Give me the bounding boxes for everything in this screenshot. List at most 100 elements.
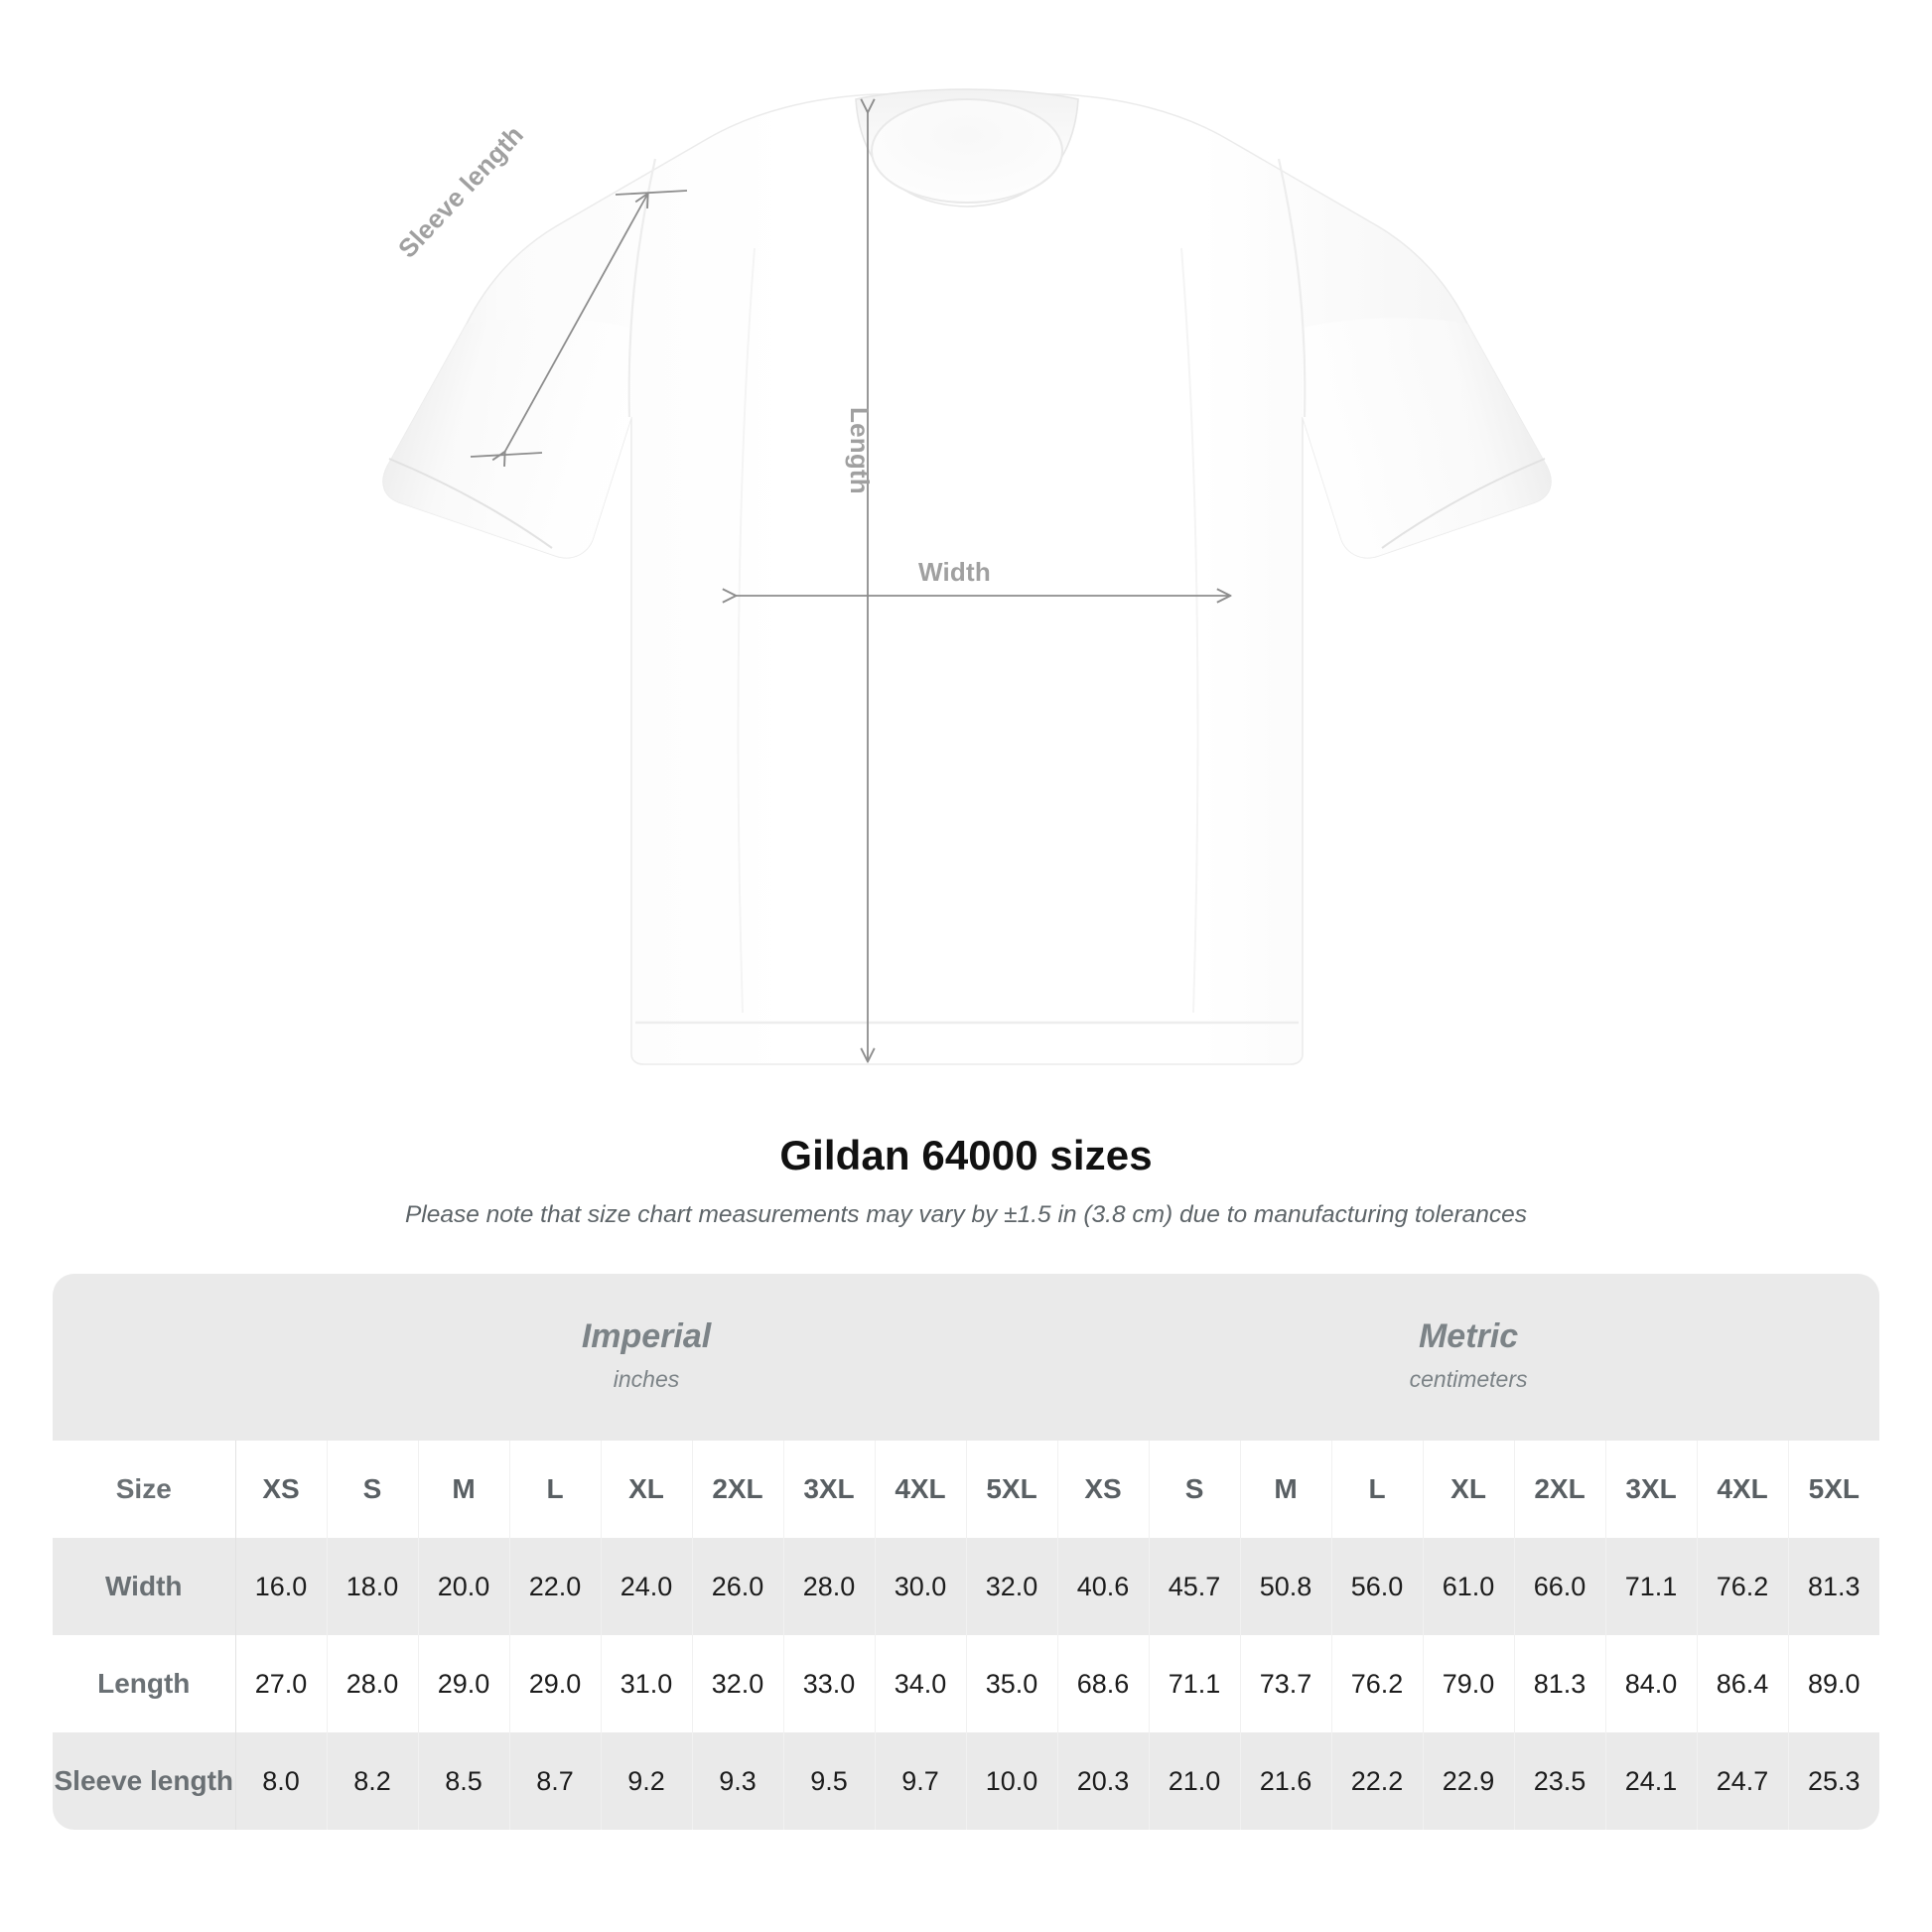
table-row-length: Length 27.0 28.0 29.0 29.0 31.0 32.0 33.… (53, 1635, 1880, 1732)
cell-width-imp-5: 26.0 (692, 1538, 784, 1635)
cell-sleeve-met-3: 22.2 (1331, 1732, 1424, 1830)
cell-width-imp-4: 24.0 (601, 1538, 693, 1635)
unit-corner-cell (53, 1274, 235, 1441)
size-table: Imperial inches Metric centimeters Size … (53, 1274, 1880, 1830)
cell-width-imp-0: 16.0 (235, 1538, 328, 1635)
cell-width-met-0: 40.6 (1057, 1538, 1150, 1635)
cell-length-met-3: 76.2 (1331, 1635, 1424, 1732)
size-cell-imp-5xl: 5XL (966, 1441, 1058, 1538)
cell-sleeve-met-0: 20.3 (1057, 1732, 1150, 1830)
row-label-length: Length (53, 1635, 236, 1732)
row-label-width: Width (53, 1538, 236, 1635)
size-header-row: Size XS S M L XL 2XL 3XL 4XL 5XL XS S M … (53, 1441, 1880, 1538)
cell-length-met-0: 68.6 (1057, 1635, 1150, 1732)
cell-length-met-6: 84.0 (1605, 1635, 1698, 1732)
row-header-size: Size (53, 1441, 236, 1538)
cell-length-imp-3: 29.0 (509, 1635, 602, 1732)
size-table-wrapper: Imperial inches Metric centimeters Size … (53, 1274, 1880, 1830)
table-row-sleeve-length: Sleeve length 8.0 8.2 8.5 8.7 9.2 9.3 9.… (53, 1732, 1880, 1830)
size-cell-met-3xl: 3XL (1605, 1441, 1698, 1538)
cell-width-imp-6: 28.0 (783, 1538, 876, 1635)
metric-label: Metric (1418, 1317, 1519, 1356)
cell-sleeve-met-5: 23.5 (1514, 1732, 1606, 1830)
tolerance-note: Please note that size chart measurements… (404, 1201, 1528, 1228)
imperial-label: Imperial (581, 1317, 712, 1356)
cell-width-imp-1: 18.0 (327, 1538, 419, 1635)
cell-sleeve-met-4: 22.9 (1423, 1732, 1515, 1830)
cell-length-met-2: 73.7 (1240, 1635, 1332, 1732)
size-cell-imp-xs: XS (235, 1441, 328, 1538)
sleeve-tick-bottom (470, 452, 543, 458)
size-cell-met-xl: XL (1423, 1441, 1515, 1538)
size-cell-imp-l: L (509, 1441, 602, 1538)
cell-length-met-4: 79.0 (1423, 1635, 1515, 1732)
cell-length-met-1: 71.1 (1149, 1635, 1241, 1732)
sleeve-tick-top (615, 190, 688, 196)
cell-length-met-7: 86.4 (1697, 1635, 1789, 1732)
tshirt-illustration: Sleeve length Length Width (382, 88, 1552, 1065)
unit-header-row: Imperial inches Metric centimeters (53, 1274, 1880, 1441)
chart-title-block: Gildan 64000 sizes Please note that size… (0, 1132, 1932, 1229)
cell-width-met-6: 71.1 (1605, 1538, 1698, 1635)
cell-sleeve-met-1: 21.0 (1149, 1732, 1241, 1830)
size-cell-imp-2xl: 2XL (692, 1441, 784, 1538)
cell-width-met-4: 61.0 (1423, 1538, 1515, 1635)
size-cell-imp-s: S (327, 1441, 419, 1538)
page-title: Gildan 64000 sizes (779, 1132, 1153, 1178)
cell-width-imp-7: 30.0 (875, 1538, 967, 1635)
cell-width-met-5: 66.0 (1514, 1538, 1606, 1635)
cell-width-imp-2: 20.0 (418, 1538, 510, 1635)
cell-sleeve-imp-0: 8.0 (235, 1732, 328, 1830)
cell-length-imp-4: 31.0 (601, 1635, 693, 1732)
size-cell-met-l: L (1331, 1441, 1424, 1538)
cell-length-imp-8: 35.0 (966, 1635, 1058, 1732)
size-cell-met-2xl: 2XL (1514, 1441, 1606, 1538)
cell-width-met-1: 45.7 (1149, 1538, 1241, 1635)
cell-sleeve-met-8: 25.3 (1788, 1732, 1880, 1830)
measurement-arrows (470, 111, 1229, 1060)
size-cell-met-m: M (1240, 1441, 1332, 1538)
cell-sleeve-imp-1: 8.2 (327, 1732, 419, 1830)
size-cell-met-4xl: 4XL (1697, 1441, 1789, 1538)
length-label: Length (845, 407, 875, 494)
cell-sleeve-met-7: 24.7 (1697, 1732, 1789, 1830)
cell-sleeve-imp-6: 9.5 (783, 1732, 876, 1830)
cell-width-met-2: 50.8 (1240, 1538, 1332, 1635)
size-cell-imp-m: M (418, 1441, 510, 1538)
cell-length-imp-7: 34.0 (875, 1635, 967, 1732)
cell-length-imp-5: 32.0 (692, 1635, 784, 1732)
cell-sleeve-met-2: 21.6 (1240, 1732, 1332, 1830)
table-row-width: Width 16.0 18.0 20.0 22.0 24.0 26.0 28.0… (53, 1538, 1880, 1635)
cell-sleeve-imp-3: 8.7 (509, 1732, 602, 1830)
cell-width-imp-8: 32.0 (966, 1538, 1058, 1635)
metric-sub-label: centimeters (1409, 1366, 1528, 1393)
cell-length-imp-6: 33.0 (783, 1635, 876, 1732)
metric-header-cell: Metric centimeters (1057, 1274, 1880, 1441)
imperial-sub-label: inches (613, 1366, 680, 1393)
cell-width-met-7: 76.2 (1697, 1538, 1789, 1635)
cell-width-met-8: 81.3 (1788, 1538, 1880, 1635)
size-cell-imp-xl: XL (601, 1441, 693, 1538)
cell-sleeve-imp-5: 9.3 (692, 1732, 784, 1830)
cell-width-met-3: 56.0 (1331, 1538, 1424, 1635)
size-cell-imp-3xl: 3XL (783, 1441, 876, 1538)
size-cell-met-xs: XS (1057, 1441, 1150, 1538)
imperial-header-cell: Imperial inches (235, 1274, 1058, 1441)
tshirt-diagram-svg (382, 88, 1552, 1065)
sleeve-length-arrow (504, 195, 647, 453)
cell-length-met-8: 89.0 (1788, 1635, 1880, 1732)
tshirt-shape (382, 88, 1552, 1065)
cell-length-imp-1: 28.0 (327, 1635, 419, 1732)
cell-length-imp-0: 27.0 (235, 1635, 328, 1732)
size-cell-imp-4xl: 4XL (875, 1441, 967, 1538)
cell-width-imp-3: 22.0 (509, 1538, 602, 1635)
cell-sleeve-met-6: 24.1 (1605, 1732, 1698, 1830)
cell-sleeve-imp-8: 10.0 (966, 1732, 1058, 1830)
width-label: Width (918, 557, 991, 587)
cell-sleeve-imp-2: 8.5 (418, 1732, 510, 1830)
size-cell-met-s: S (1149, 1441, 1241, 1538)
cell-length-met-5: 81.3 (1514, 1635, 1606, 1732)
cell-sleeve-imp-4: 9.2 (601, 1732, 693, 1830)
cell-sleeve-imp-7: 9.7 (875, 1732, 967, 1830)
